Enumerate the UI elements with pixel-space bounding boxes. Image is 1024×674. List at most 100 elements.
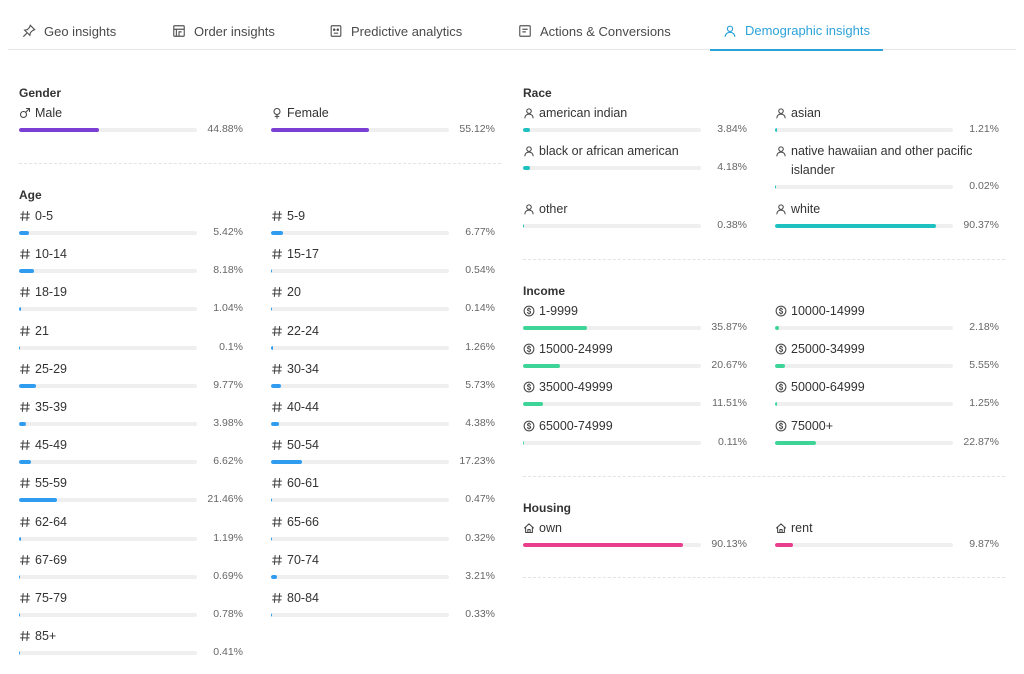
progress-fill xyxy=(523,224,524,228)
tab-predictive-analytics[interactable]: Predictive analytics xyxy=(329,12,462,50)
age-item: 22-24 1.26% xyxy=(271,322,491,341)
divider xyxy=(19,163,501,164)
progress-fill xyxy=(523,441,524,445)
progress-track xyxy=(19,613,197,617)
progress-fill xyxy=(19,575,20,579)
age-item-bar-row: 3.98% xyxy=(19,418,245,430)
age-item-percent: 0.14% xyxy=(455,302,495,314)
tab-geo-insights[interactable]: Geo insights xyxy=(22,12,116,50)
age-item: 45-49 6.62% xyxy=(19,436,239,455)
gender-section-title: Gender xyxy=(19,86,61,100)
age-item-percent: 3.21% xyxy=(455,570,495,582)
progress-track xyxy=(523,224,701,228)
progress-track xyxy=(271,128,449,132)
race-item-label-row: black or african american xyxy=(523,142,743,161)
age-item-label: 35-39 xyxy=(35,398,67,417)
hash-icon xyxy=(271,401,283,413)
age-item: 25-29 9.77% xyxy=(19,360,239,379)
progress-track xyxy=(271,613,449,617)
age-item-label: 40-44 xyxy=(287,398,319,417)
income-item-label: 75000+ xyxy=(791,417,833,436)
race-item-bar-row: 4.18% xyxy=(523,162,749,174)
income-item-bar-row: 20.67% xyxy=(523,360,749,372)
hash-icon xyxy=(19,325,31,337)
race-item: other 0.38% xyxy=(523,200,743,219)
age-item-percent: 3.98% xyxy=(203,417,243,429)
progress-track xyxy=(523,326,701,330)
race-item: american indian 3.84% xyxy=(523,104,743,123)
income-item-percent: 20.67% xyxy=(707,359,747,371)
housing-item-label-row: rent xyxy=(775,519,995,538)
age-item-bar-row: 0.78% xyxy=(19,609,245,621)
progress-track xyxy=(271,537,449,541)
progress-fill xyxy=(775,543,793,547)
race-item-label-row: asian xyxy=(775,104,995,123)
progress-track xyxy=(19,384,197,388)
income-item-percent: 35.87% xyxy=(707,321,747,333)
income-item-bar-row: 5.55% xyxy=(775,360,1001,372)
age-item-percent: 0.54% xyxy=(455,264,495,276)
age-item-label-row: 65-66 xyxy=(271,513,491,532)
race-section-title: Race xyxy=(523,86,552,100)
age-item: 55-59 21.46% xyxy=(19,474,239,493)
race-item-label-row: american indian xyxy=(523,104,743,123)
tab-order-insights[interactable]: Order insights xyxy=(172,12,275,50)
hash-icon xyxy=(271,477,283,489)
progress-track xyxy=(271,269,449,273)
progress-track xyxy=(523,441,701,445)
progress-track xyxy=(523,128,701,132)
window-icon xyxy=(518,24,532,38)
progress-fill xyxy=(271,422,279,426)
hash-icon xyxy=(271,248,283,260)
age-item: 35-39 3.98% xyxy=(19,398,239,417)
hash-icon xyxy=(271,554,283,566)
progress-fill xyxy=(523,326,587,330)
income-item-bar-row: 35.87% xyxy=(523,322,749,334)
income-item-label: 50000-64999 xyxy=(791,378,865,397)
progress-track xyxy=(19,498,197,502)
housing-item-bar-row: 9.87% xyxy=(775,539,1001,551)
gender-item-percent: 55.12% xyxy=(455,123,495,135)
race-item-label: other xyxy=(539,200,568,219)
age-item: 67-69 0.69% xyxy=(19,551,239,570)
income-item-label-row: 15000-24999 xyxy=(523,340,743,359)
dollar-icon xyxy=(775,420,787,432)
progress-fill xyxy=(523,166,530,170)
income-item: 10000-14999 2.18% xyxy=(775,302,995,321)
dollar-icon xyxy=(523,420,535,432)
progress-track xyxy=(19,346,197,350)
age-item: 18-19 1.04% xyxy=(19,283,239,302)
housing-section-title: Housing xyxy=(523,501,571,515)
age-item-label: 60-61 xyxy=(287,474,319,493)
hash-icon xyxy=(19,210,31,222)
age-item-label: 0-5 xyxy=(35,207,53,226)
race-item-percent: 0.38% xyxy=(707,219,747,231)
race-item-percent: 4.18% xyxy=(707,161,747,173)
age-item-percent: 5.73% xyxy=(455,379,495,391)
male-icon xyxy=(19,107,31,119)
age-item-label-row: 62-64 xyxy=(19,513,239,532)
age-item-bar-row: 1.19% xyxy=(19,533,245,545)
age-item-label: 22-24 xyxy=(287,322,319,341)
age-item-label-row: 67-69 xyxy=(19,551,239,570)
housing-item-percent: 90.13% xyxy=(707,538,747,550)
age-section-title: Age xyxy=(19,188,42,202)
age-item-bar-row: 0.1% xyxy=(19,342,245,354)
age-item-bar-row: 0.47% xyxy=(271,494,497,506)
income-item-label-row: 35000-49999 xyxy=(523,378,743,397)
income-item: 35000-49999 11.51% xyxy=(523,378,743,397)
user-icon xyxy=(523,107,535,119)
tab-demographic-insights[interactable]: Demographic insights xyxy=(710,12,883,51)
hash-icon xyxy=(19,554,31,566)
age-item-bar-row: 5.42% xyxy=(19,227,245,239)
age-item-label: 21 xyxy=(35,322,49,341)
progress-track xyxy=(271,346,449,350)
age-item: 65-66 0.32% xyxy=(271,513,491,532)
age-item-label-row: 35-39 xyxy=(19,398,239,417)
progress-fill xyxy=(19,307,21,311)
age-item-percent: 0.1% xyxy=(203,341,243,353)
tab-actions-conversions[interactable]: Actions & Conversions xyxy=(518,12,671,50)
income-item: 15000-24999 20.67% xyxy=(523,340,743,359)
progress-track xyxy=(19,651,197,655)
age-item-bar-row: 6.62% xyxy=(19,456,245,468)
